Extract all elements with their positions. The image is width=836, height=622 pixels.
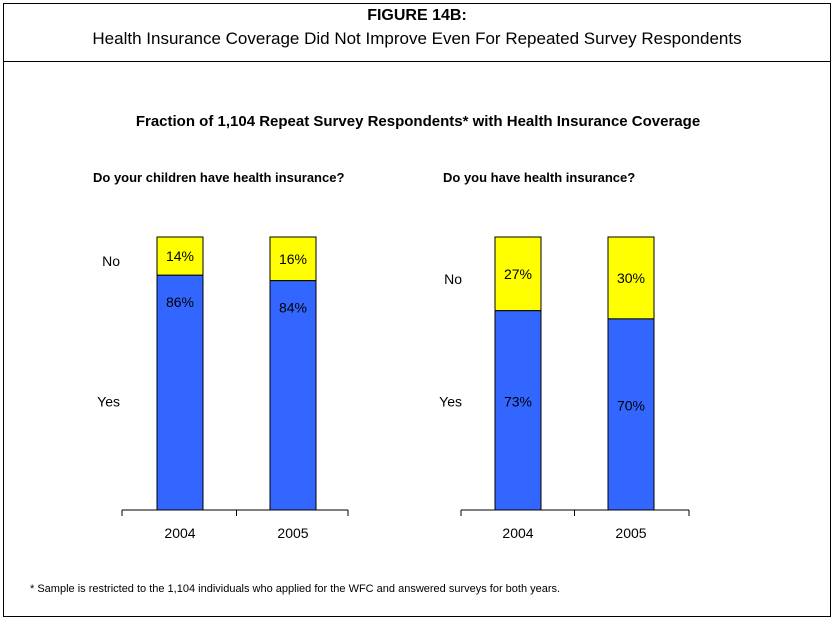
bar-yes-panel-1-2005: [269, 280, 317, 511]
data-label-yes-panel-1-2004: 86%: [166, 294, 194, 310]
bar-no-panel-2-2004: [494, 236, 542, 312]
figure-header: FIGURE 14B: Health Insurance Coverage Di…: [4, 4, 830, 62]
chart-title: Fraction of 1,104 Repeat Survey Responde…: [135, 113, 701, 130]
row-label-no-panel-2: No: [444, 271, 462, 287]
bar-yes-panel-1-2004: [156, 274, 204, 511]
data-label-yes-panel-2-2005: 70%: [617, 398, 645, 414]
footnote: * Sample is restricted to the 1,104 indi…: [30, 583, 561, 595]
bar-yes-panel-2-2005: [607, 318, 655, 511]
bar-no-panel-2-2005: [607, 236, 655, 320]
data-label-yes-panel-1-2005: 84%: [279, 300, 307, 316]
bar-yes-panel-2-2004: [494, 310, 542, 511]
data-label-no-panel-2-2004: 27%: [504, 266, 532, 282]
figure-subtitle: Health Insurance Coverage Did Not Improv…: [92, 29, 742, 48]
figure-frame: FIGURE 14B: Health Insurance Coverage Di…: [3, 3, 831, 617]
row-label-yes-panel-1: Yes: [97, 393, 120, 409]
data-label-yes-panel-2-2004: 73%: [504, 393, 532, 409]
x-tick-label-panel-1-2005: 2005: [277, 525, 308, 541]
figure-label: FIGURE 14B:: [367, 7, 467, 24]
panel-title-children: Do your children have health insurance?: [93, 170, 345, 185]
panel-title-self: Do you have health insurance?: [443, 170, 636, 185]
x-tick-label-panel-1-2004: 2004: [164, 525, 195, 541]
data-label-no-panel-1-2005: 16%: [279, 251, 307, 267]
row-label-yes-panel-2: Yes: [439, 393, 462, 409]
data-label-no-panel-1-2004: 14%: [166, 248, 194, 264]
row-label-no-panel-1: No: [102, 253, 120, 269]
x-tick-label-panel-2-2004: 2004: [502, 525, 533, 541]
bar-no-panel-1-2005: [269, 236, 317, 282]
x-tick-label-panel-2-2005: 2005: [615, 525, 646, 541]
data-label-no-panel-2-2005: 30%: [617, 270, 645, 286]
